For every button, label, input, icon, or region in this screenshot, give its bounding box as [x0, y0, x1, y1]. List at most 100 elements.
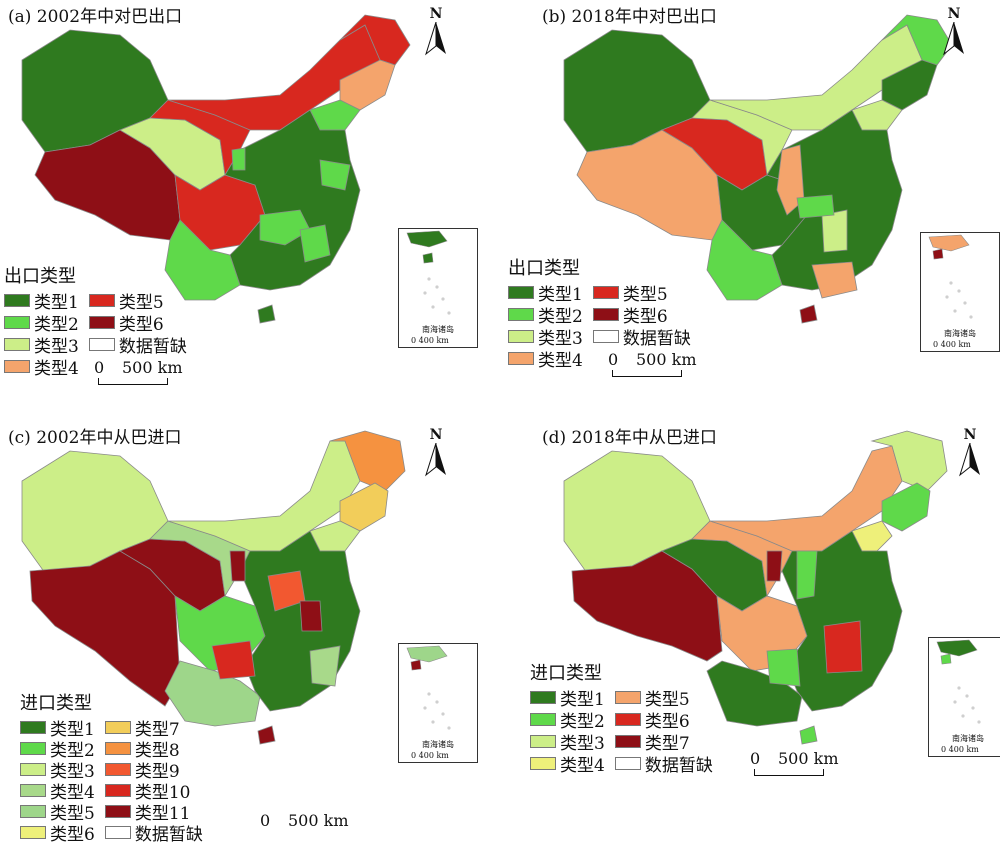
legend-item: 类型5 — [88, 290, 187, 313]
legend-item: 类型1 — [530, 687, 605, 710]
region-jiangxi — [823, 620, 863, 674]
north-arrow: N — [416, 6, 456, 58]
china-map — [563, 430, 948, 745]
legend-label: 类型5 — [622, 285, 668, 305]
legend-label: 类型4 — [560, 756, 605, 776]
north-arrow-icon — [959, 443, 980, 477]
region-heilongjiang — [870, 430, 948, 492]
legend-label: 类型6 — [50, 825, 95, 843]
region-guangdong — [811, 261, 858, 299]
legend-swatch — [508, 308, 534, 321]
scale-dist: 500 km — [288, 811, 349, 830]
panel-title: (c) 2002年中从巴进口 — [8, 428, 182, 448]
legend-label: 类型7 — [644, 734, 690, 754]
region-shanxi — [229, 550, 246, 582]
scale-zero: 0 — [94, 358, 105, 377]
legend-label: 类型1 — [560, 690, 605, 710]
north-arrow-icon — [425, 22, 446, 56]
legend-label: 数据暂缺 — [134, 825, 203, 843]
panel-title: (d) 2018年中从巴进口 — [542, 428, 717, 448]
region-fujian — [309, 645, 341, 687]
legend-swatch — [614, 691, 641, 704]
legend-item: 类型1 — [20, 717, 95, 740]
legend: 进口类型 类型1 类型2 类型3 类型4 类型5 类型6 类型7 数据暂缺 — [530, 659, 713, 776]
legend-swatch — [88, 338, 115, 351]
legend-swatch — [104, 784, 131, 797]
north-arrow: N — [950, 427, 990, 479]
region-shandong — [319, 159, 351, 191]
legend: 出口类型 类型1 类型2 类型3 类型4 类型5 类型6 数据暂缺 — [508, 254, 691, 371]
legend-label: 类型5 — [644, 690, 690, 710]
legend-grid: 类型1 类型2 类型3 类型4 类型5 类型6 类型7 类型8 类型9 类型10… — [20, 717, 203, 843]
legend-label: 类型4 — [538, 351, 583, 371]
legend-item: 类型2 — [508, 304, 583, 327]
inset-map — [936, 639, 981, 724]
legend-swatch — [104, 805, 131, 818]
legend-item: 类型4 — [530, 753, 605, 776]
south-china-sea-inset: 南海诸岛 0 400 km — [398, 643, 478, 763]
legend-swatch — [20, 763, 46, 776]
scale-dist: 500 km — [778, 749, 839, 768]
legend-swatch — [4, 360, 30, 373]
legend-item: 类型2 — [530, 709, 605, 732]
panel-a: (a) 2002年中对巴出口 N — [0, 0, 500, 421]
region-heilongjiang — [339, 14, 411, 66]
legend-label: 类型2 — [538, 307, 583, 327]
legend-swatch — [614, 735, 641, 748]
region-tibet — [571, 550, 723, 662]
legend-item: 数据暂缺 — [104, 822, 203, 843]
region-hainan — [257, 304, 276, 324]
region-jiangxi — [299, 224, 331, 263]
scale-bar: 0 500 km — [260, 811, 360, 841]
region-hainan — [799, 304, 818, 324]
legend-item: 数据暂缺 — [592, 326, 691, 349]
legend-swatch — [530, 713, 556, 726]
legend-item: 数据暂缺 — [88, 334, 187, 357]
legend-grid: 类型1 类型2 类型3 类型4 类型5 类型6 数据暂缺 — [4, 290, 187, 379]
scale-bar-line — [754, 769, 824, 776]
legend-item: 类型5 — [592, 282, 691, 305]
inset-label: 南海诸岛 — [952, 734, 984, 743]
legend-item: 类型10 — [104, 780, 203, 803]
legend-item: 类型2 — [20, 738, 95, 761]
legend-swatch — [614, 713, 641, 726]
legend-item: 类型6 — [88, 312, 187, 335]
north-label: N — [947, 6, 961, 22]
legend-swatch — [104, 763, 131, 776]
legend-item: 类型3 — [20, 759, 95, 782]
legend: 进口类型 类型1 类型2 类型3 类型4 类型5 类型6 类型7 类型8 类型9… — [20, 689, 203, 843]
panel-c: (c) 2002年中从巴进口 N — [0, 421, 500, 843]
legend-item: 类型3 — [530, 731, 605, 754]
legend-label: 类型6 — [118, 315, 164, 335]
region-hainan — [257, 725, 276, 745]
legend-item: 类型2 — [4, 312, 79, 335]
inset-scale: 0 400 km — [941, 745, 979, 754]
legend-item: 类型4 — [20, 780, 95, 803]
legend-title: 进口类型 — [530, 663, 602, 684]
legend-item: 数据暂缺 — [614, 753, 713, 776]
inset-label: 南海诸岛 — [422, 740, 454, 749]
legend-swatch — [4, 294, 30, 307]
scale-bar-line — [98, 378, 168, 385]
legend-label: 类型9 — [134, 762, 180, 782]
panel-b: (b) 2018年中对巴出口 N — [500, 0, 1000, 421]
legend-title: 进口类型 — [20, 693, 92, 714]
legend-swatch — [88, 294, 115, 307]
panel-title: (b) 2018年中对巴出口 — [542, 7, 717, 27]
region-hubei — [796, 194, 835, 219]
legend-item: 类型5 — [614, 687, 713, 710]
legend-item: 类型1 — [508, 282, 583, 305]
legend-swatch — [20, 826, 46, 839]
scale-bar: 0 500 km — [94, 358, 184, 388]
legend-item: 类型5 — [20, 801, 95, 824]
legend-swatch — [508, 330, 534, 343]
region-shaanxi — [796, 550, 818, 600]
panel-d: (d) 2018年中从巴进口 N — [500, 421, 1000, 843]
scale-zero: 0 — [608, 350, 619, 369]
region-ningxia — [766, 550, 783, 582]
legend-item: 类型6 — [20, 822, 95, 843]
region-shaanxi — [776, 144, 805, 216]
region-hainan — [799, 725, 818, 745]
legend-label: 类型2 — [560, 712, 605, 732]
legend-label: 类型11 — [134, 804, 191, 824]
